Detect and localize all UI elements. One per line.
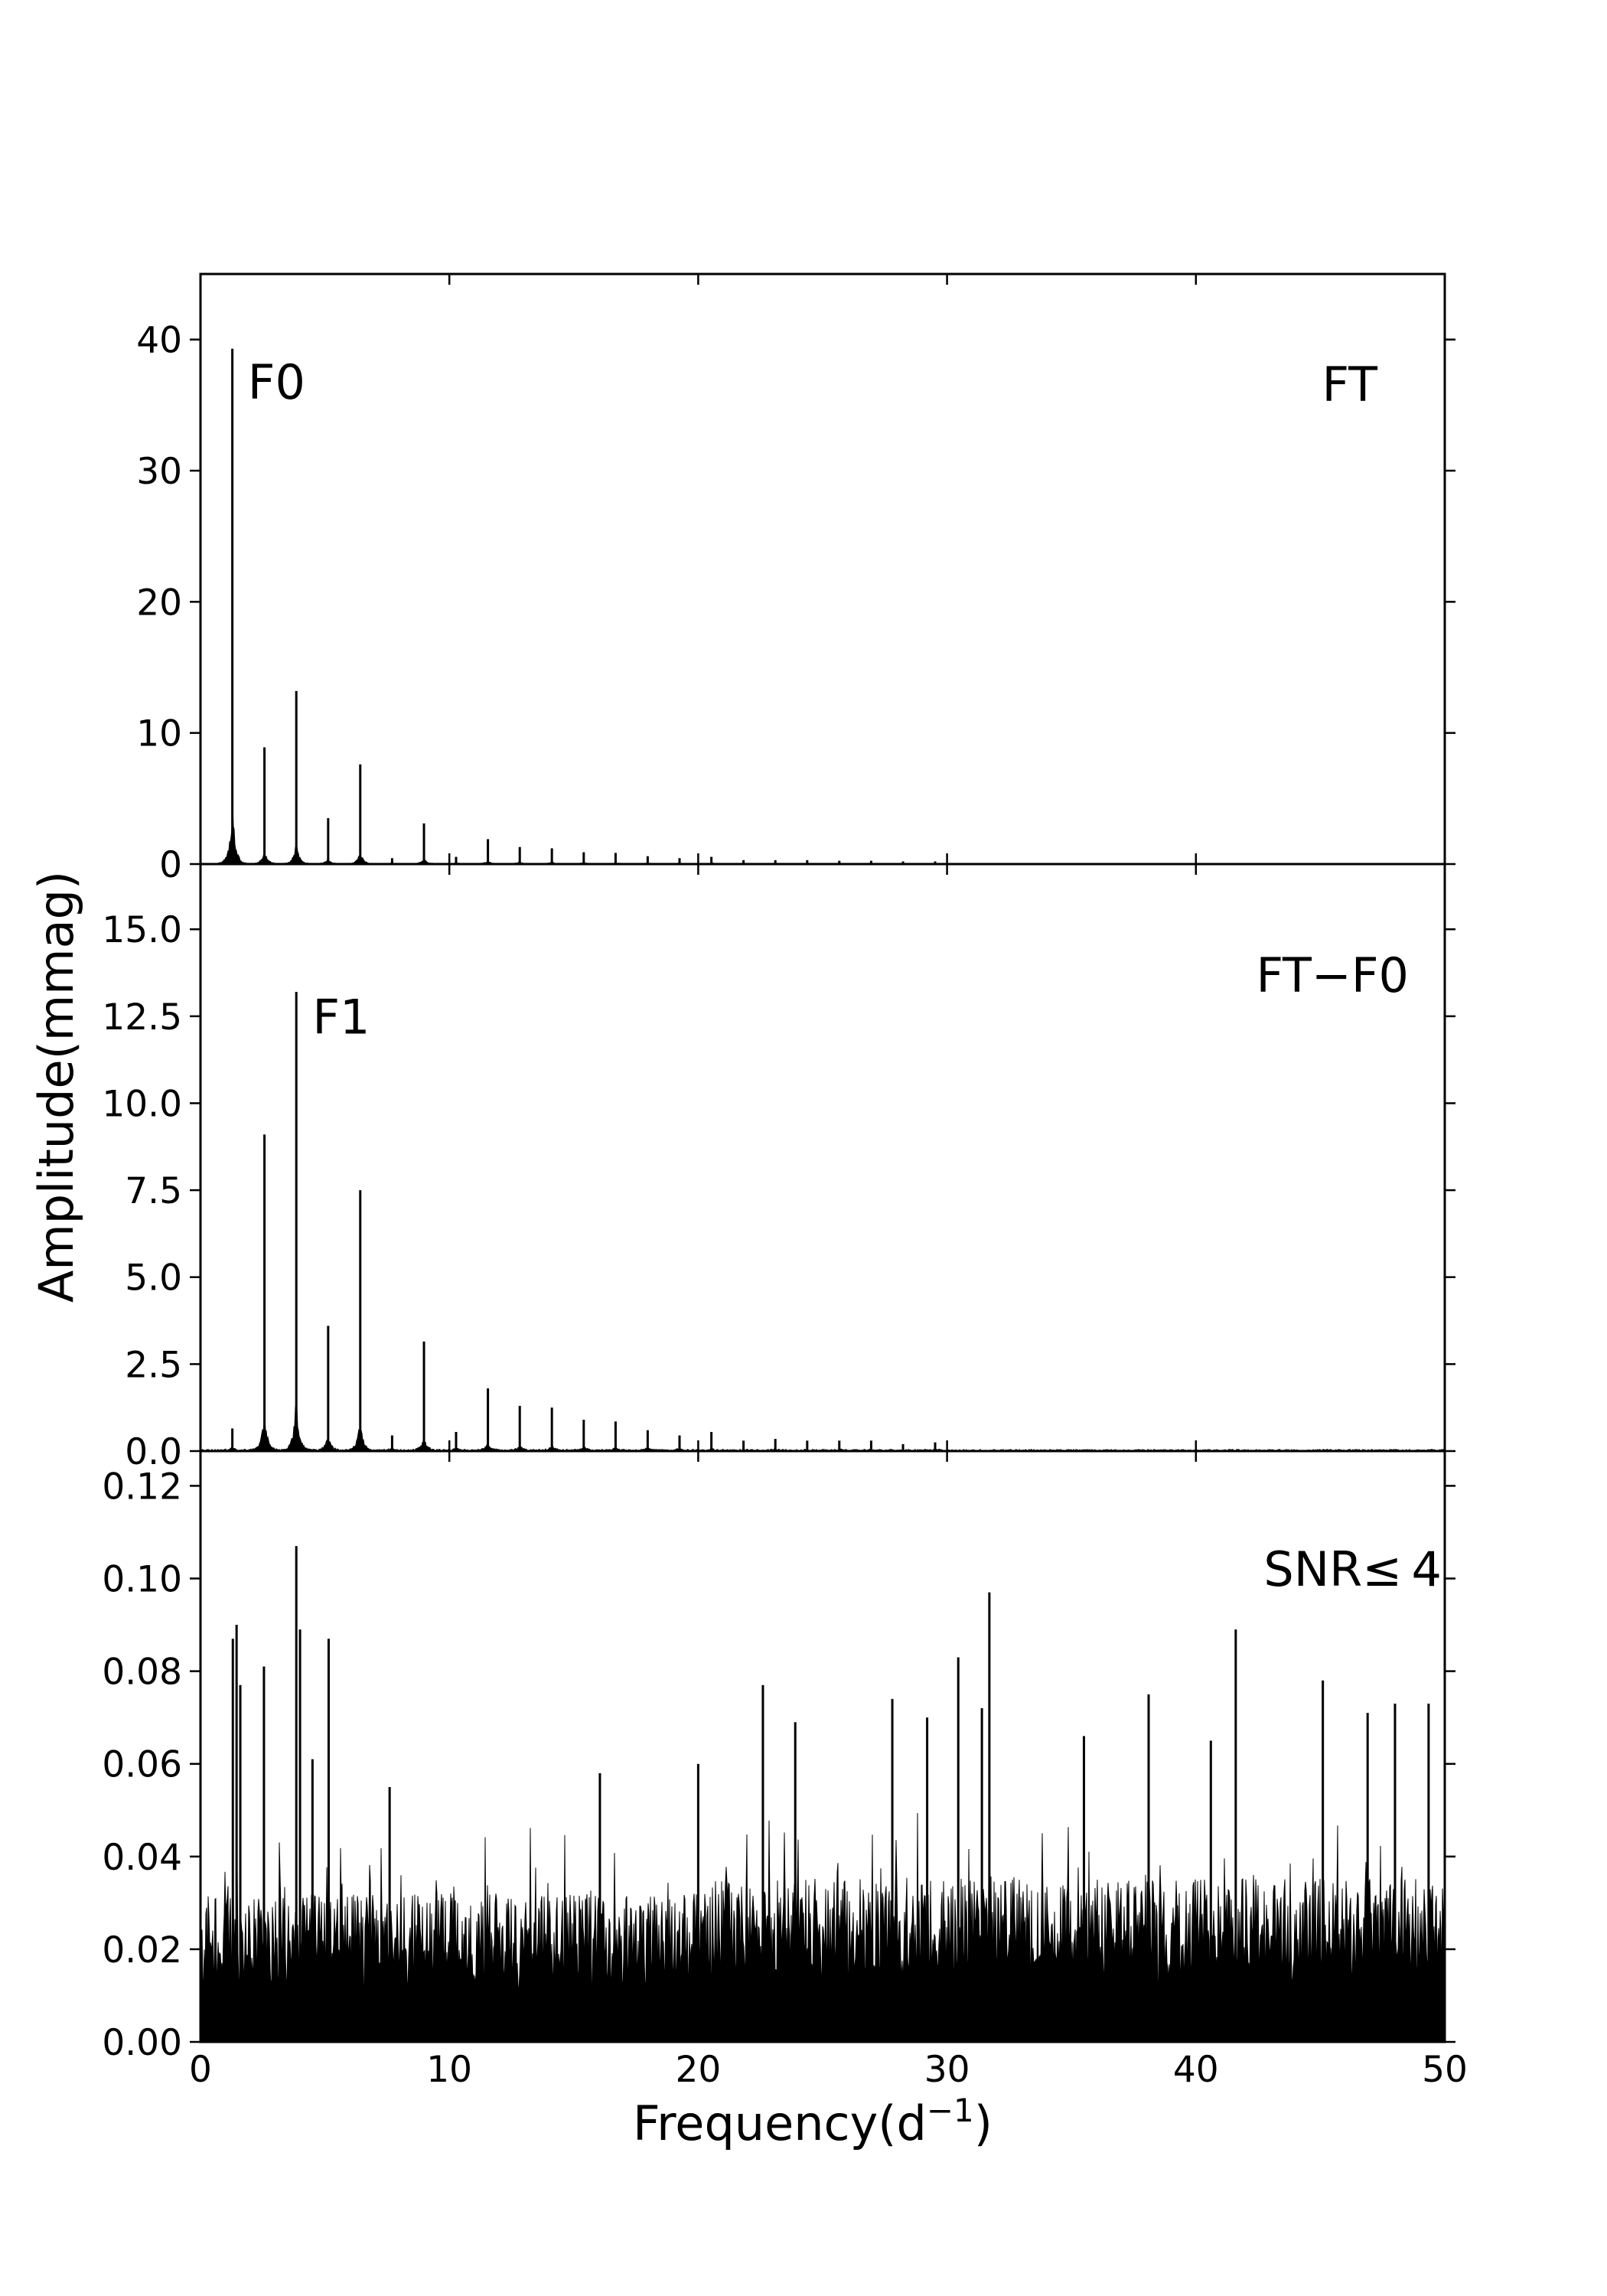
y-tick-label-snr-6: 0.12	[102, 1466, 182, 1508]
y-tick-label-snr-1: 0.02	[102, 1929, 182, 1971]
x-tick-label-5: 50	[1422, 2049, 1468, 2091]
y-tick-label-ft-f0-3: 7.5	[125, 1170, 182, 1212]
panel-label-snr: SNR≤ 4	[1263, 1541, 1442, 1597]
y-tick-label-ft-f0-4: 10.0	[102, 1083, 182, 1125]
x-tick-label-1: 10	[426, 2049, 472, 2091]
x-axis-label-close: )	[974, 2095, 993, 2151]
frame-ft	[199, 272, 1446, 866]
spectrum-ft	[200, 804, 1446, 865]
y-tick-label-snr-4: 0.08	[102, 1652, 182, 1694]
x-axis-label-superscript: −1	[927, 2092, 974, 2129]
x-tick-label-0: 0	[189, 2049, 212, 2091]
panel-snr: 0.00 0.02 0.04 0.06 0.08 0.10 0.12 SNR≤ 4	[102, 1450, 1455, 2064]
y-tick-label-ft-4: 40	[136, 320, 182, 362]
y-tick-label-ft-0: 0	[159, 844, 182, 886]
x-tick-label-2: 20	[675, 2049, 721, 2091]
x-tick-label-4: 40	[1173, 2049, 1219, 2091]
annotation-ft-0: F0	[248, 354, 305, 410]
panel-label-ft: FT	[1322, 357, 1379, 413]
panel-ft: 0 10 20 30 40 FT F0	[136, 272, 1455, 886]
y-tick-label-snr-5: 0.10	[102, 1559, 182, 1601]
x-axis-label: Frequency(d−1)	[633, 2092, 993, 2151]
y-tick-label-ft-f0-0: 0.0	[125, 1431, 182, 1473]
x-axis-label-main: Frequency(d	[633, 2095, 927, 2151]
y-tick-label-ft-f0-6: 15.0	[102, 909, 182, 951]
y-tick-label-ft-2: 20	[136, 582, 182, 624]
frame-snr	[199, 1450, 1446, 2043]
y-tick-label-snr-0: 0.00	[102, 2022, 182, 2064]
y-tick-label-snr-3: 0.06	[102, 1744, 182, 1786]
panel-label-ft-f0: FT−F0	[1256, 947, 1409, 1003]
y-tick-label-ft-f0-1: 2.5	[125, 1344, 182, 1386]
spectrum-snr	[200, 1812, 1446, 2043]
y-axis-label: Amplitude(mmag)	[28, 871, 84, 1303]
y-tick-label-ft-f0-2: 5.0	[125, 1257, 182, 1300]
y-tick-label-snr-2: 0.04	[102, 1837, 182, 1879]
panel-ft-f0: 0.0 2.5 5.0 7.5 10.0 12.5 15.0 FT−F0 F1	[102, 863, 1455, 1473]
y-tick-label-ft-f0-5: 12.5	[102, 996, 182, 1039]
y-tick-label-ft-3: 30	[136, 451, 182, 493]
annotation-ft-f0-0: F1	[312, 990, 370, 1045]
x-axis-tick-labels: 0 10 20 30 40 50	[189, 2049, 1468, 2091]
panels: 0 10 20 30 40 FT F0 0.0 2.5 5.0 7.5 10.0 12.5 15.0 FT−…	[102, 272, 1455, 2064]
y-tick-label-ft-1: 10	[136, 713, 182, 755]
x-tick-label-3: 30	[924, 2049, 970, 2091]
spectrum-ft-f0	[200, 1402, 1446, 1453]
